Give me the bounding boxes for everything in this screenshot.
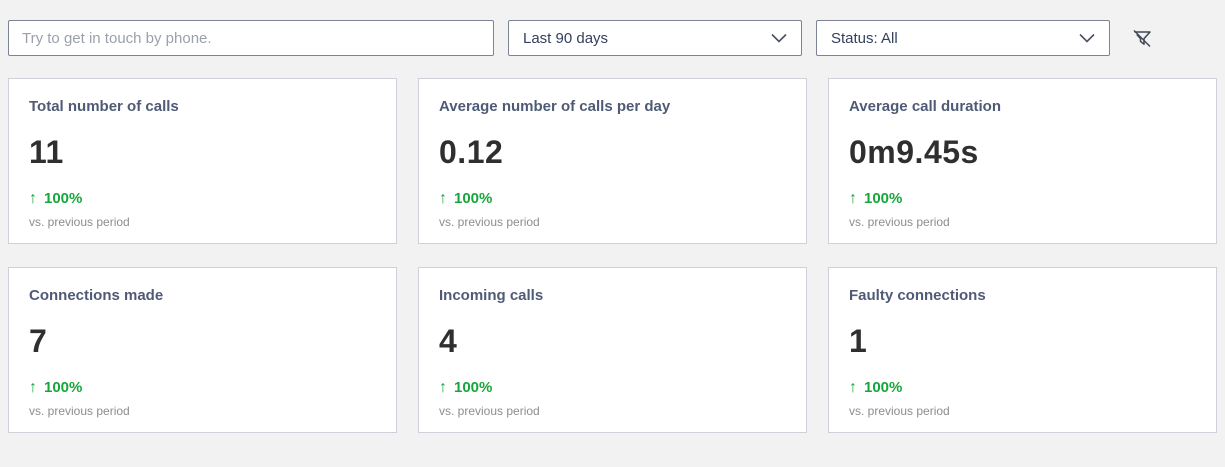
card-title: Average call duration (849, 98, 1001, 115)
comparison-label: vs. previous period (849, 215, 950, 229)
stat-card-incoming-calls: Incoming calls 4 ↑ 100% vs. previous per… (418, 267, 807, 433)
up-arrow-icon: ↑ (439, 379, 447, 396)
clear-filters-button[interactable] (1124, 20, 1160, 56)
card-delta: ↑ 100% (439, 379, 786, 397)
card-value: 1 (849, 323, 868, 359)
card-delta: ↑ 100% (849, 379, 1196, 397)
filter-off-icon (1133, 29, 1151, 48)
calls-statistics-dashboard: Last 90 days Status: All Total number of… (0, 20, 1225, 433)
filters-toolbar: Last 90 days Status: All (8, 20, 1225, 56)
comparison-label: vs. previous period (439, 404, 540, 418)
comparison-label: vs. previous period (29, 404, 130, 418)
status-value: Status: All (831, 29, 898, 47)
card-value: 0m9.45s (849, 134, 979, 170)
stat-card-avg-calls-per-day: Average number of calls per day 0.12 ↑ 1… (418, 78, 807, 244)
stat-card-connections-made: Connections made 7 ↑ 100% vs. previous p… (8, 267, 397, 433)
status-select[interactable]: Status: All (816, 20, 1110, 56)
comparison-label: vs. previous period (849, 404, 950, 418)
chevron-down-icon (771, 33, 787, 43)
up-arrow-icon: ↑ (439, 190, 447, 207)
up-arrow-icon: ↑ (849, 379, 857, 396)
chevron-down-icon (1079, 33, 1095, 43)
comparison-label: vs. previous period (29, 215, 130, 229)
delta-percent: 100% (864, 379, 903, 396)
stat-card-faulty-connections: Faulty connections 1 ↑ 100% vs. previous… (828, 267, 1217, 433)
card-delta: ↑ 100% (849, 190, 1196, 208)
delta-percent: 100% (44, 379, 83, 396)
card-title: Faulty connections (849, 287, 986, 304)
card-delta: ↑ 100% (439, 190, 786, 208)
stat-cards-grid: Total number of calls 11 ↑ 100% vs. prev… (8, 78, 1217, 433)
up-arrow-icon: ↑ (29, 379, 37, 396)
card-delta: ↑ 100% (29, 379, 376, 397)
date-range-value: Last 90 days (523, 29, 609, 47)
card-value: 11 (29, 134, 64, 170)
stat-card-total-calls: Total number of calls 11 ↑ 100% vs. prev… (8, 78, 397, 244)
delta-percent: 100% (44, 190, 83, 207)
up-arrow-icon: ↑ (29, 190, 37, 207)
card-value: 4 (439, 323, 458, 359)
card-title: Incoming calls (439, 287, 544, 304)
card-title: Total number of calls (29, 98, 179, 115)
card-title: Connections made (29, 287, 164, 304)
card-value: 7 (29, 323, 48, 359)
card-value: 0.12 (439, 134, 504, 170)
card-title: Average number of calls per day (439, 98, 671, 115)
date-range-select[interactable]: Last 90 days (508, 20, 802, 56)
delta-percent: 100% (454, 379, 493, 396)
delta-percent: 100% (454, 190, 493, 207)
card-delta: ↑ 100% (29, 190, 376, 208)
comparison-label: vs. previous period (439, 215, 540, 229)
delta-percent: 100% (864, 190, 903, 207)
stat-card-avg-call-duration: Average call duration 0m9.45s ↑ 100% vs.… (828, 78, 1217, 244)
search-input[interactable] (8, 20, 494, 56)
up-arrow-icon: ↑ (849, 190, 857, 207)
